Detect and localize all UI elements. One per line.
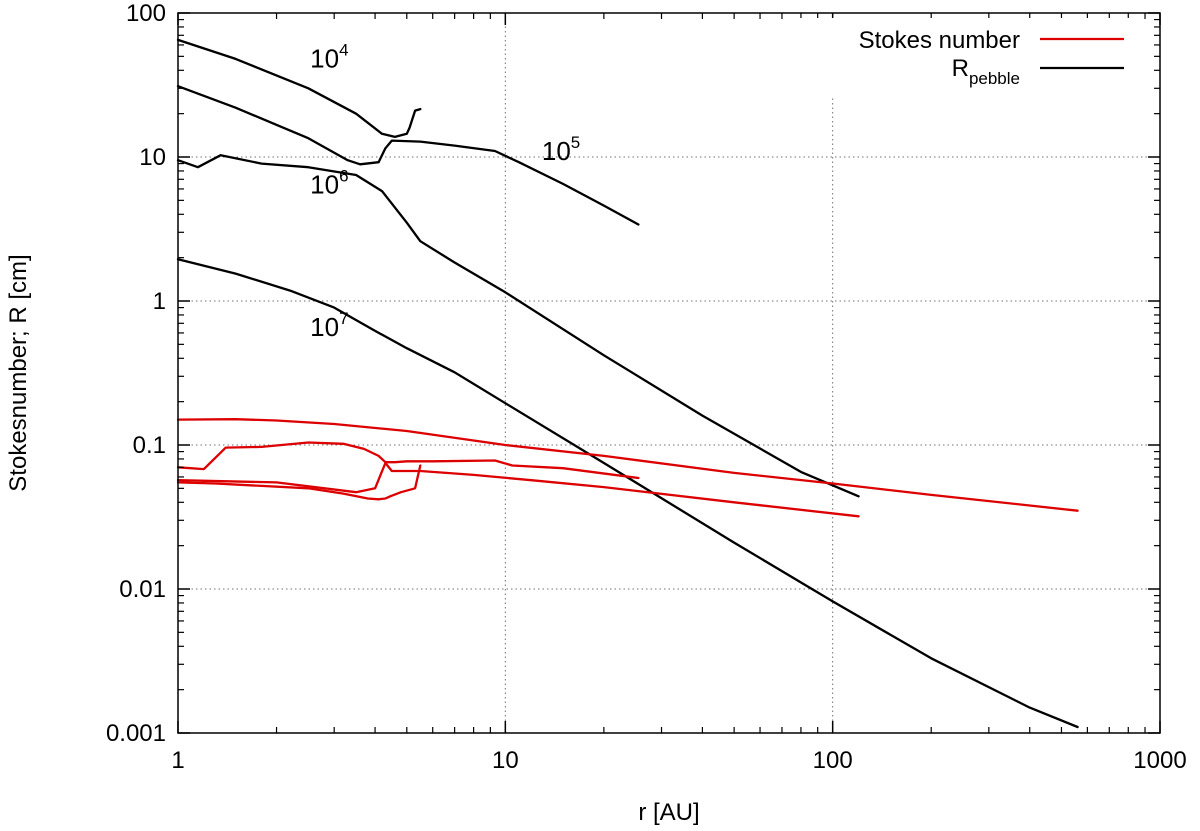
annotation-exponent: 5	[571, 133, 580, 152]
y-tick-label: 0.01	[119, 576, 166, 603]
r-pebble-line-1	[176, 38, 422, 139]
stokes-number-line-6	[176, 464, 422, 501]
x-tick-label: 10	[492, 747, 519, 774]
stokes-number-line-7	[176, 441, 640, 480]
annotation-exponent: 7	[339, 309, 348, 328]
annotation-base: 10	[310, 312, 339, 342]
x-tick-label: 1	[171, 747, 184, 774]
y-tick-label: 100	[126, 0, 166, 27]
axis-ticks: 1 10 100 1000 0.001 0.01 0.1 1 10 100	[106, 0, 1187, 774]
y-axis-label: Stokesnumber; R [cm]	[5, 254, 32, 491]
stokes-number-line-8	[176, 461, 860, 518]
x-tick-label: 1000	[1133, 747, 1186, 774]
legend: Stokes number Rpebble	[800, 18, 1140, 96]
annotation-base: 10	[542, 136, 571, 166]
r-pebble-line-3	[176, 154, 860, 498]
annotation-base: 10	[310, 43, 339, 73]
annotation-exponent: 6	[339, 166, 348, 185]
legend-entry-rpebble-sub: pebble	[969, 69, 1020, 88]
y-tick-label: 10	[139, 144, 166, 171]
curve-annotation-3: 106	[310, 166, 348, 199]
y-tick-label: 0.1	[133, 432, 166, 459]
stokes-number-line-5	[176, 418, 1079, 512]
r-pebble-line-4	[176, 258, 1079, 729]
legend-entry-stokes-label: Stokes number	[859, 27, 1020, 54]
y-tick-label: 0.001	[106, 720, 166, 747]
x-axis-label: r [AU]	[638, 799, 699, 826]
r-pebble-line-2	[176, 85, 640, 226]
y-tick-label: 1	[153, 288, 166, 315]
series-lines	[176, 38, 1079, 729]
plot-frame	[177, 12, 1161, 734]
legend-entry-rpebble-label: Rpebble	[952, 55, 1020, 88]
annotation-base: 10	[310, 169, 339, 199]
curve-annotation-2: 105	[542, 133, 580, 166]
curve-annotation-4: 107	[310, 309, 348, 342]
curve-annotation-1: 104	[310, 40, 348, 73]
legend-box	[800, 18, 1140, 96]
legend-entry-rpebble-base: R	[952, 55, 969, 82]
grid-lines	[178, 13, 1160, 733]
annotation-exponent: 4	[339, 40, 348, 59]
x-tick-label: 100	[813, 747, 853, 774]
